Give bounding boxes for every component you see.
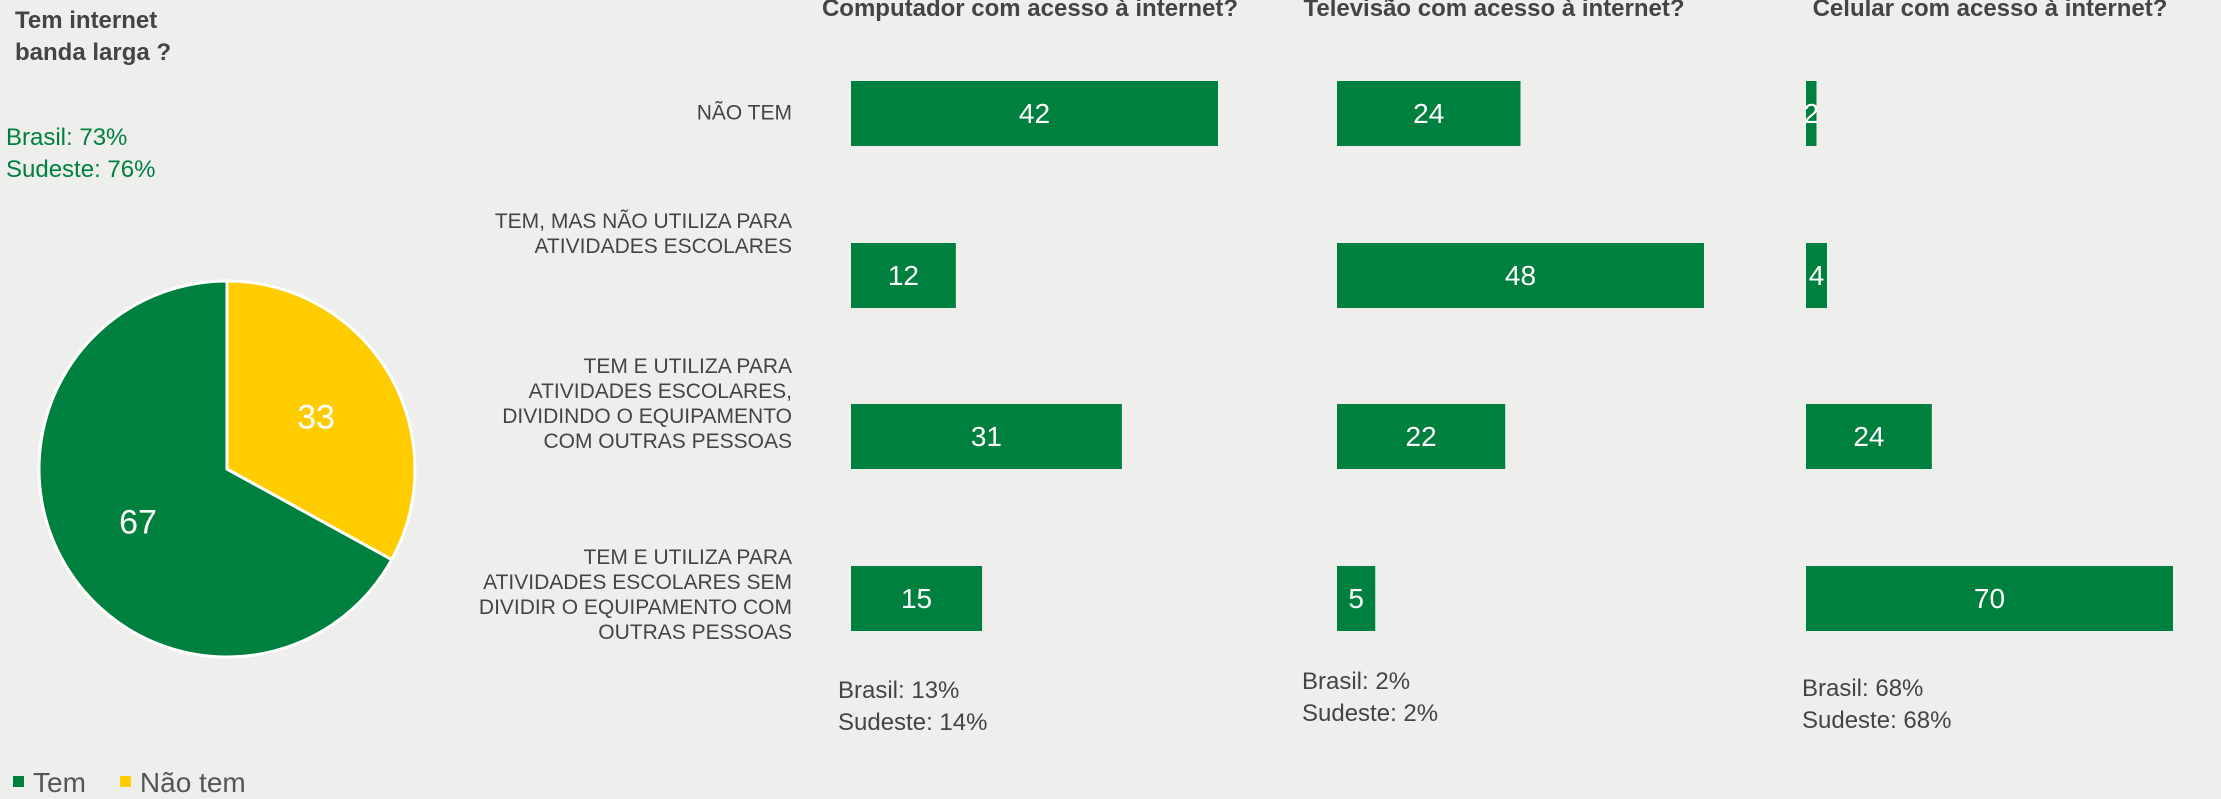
bar-label: 70 [1974, 583, 2005, 614]
bar-label: 2 [1803, 98, 1819, 129]
bar [1337, 566, 1376, 631]
bar-label: 15 [901, 583, 932, 614]
panel-title: Computador com acesso à internet? [822, 0, 1238, 22]
bar [851, 404, 1122, 469]
bar [851, 243, 956, 308]
annotation: Sudeste: 76% [6, 156, 155, 183]
bar-label: 4 [1809, 260, 1825, 291]
annotation: Brasil: 68% [1802, 675, 1923, 702]
panel-title: Celular com acesso à internet? [1813, 0, 2168, 22]
bar-label: 24 [1853, 421, 1884, 452]
legend-swatch [119, 776, 131, 787]
bar [1337, 81, 1521, 146]
slice-label: 33 [297, 398, 335, 436]
pie-title: banda larga ? [15, 39, 171, 66]
bar-label: 31 [971, 421, 1002, 452]
bar-label: 22 [1406, 421, 1437, 452]
bar [1337, 243, 1704, 308]
category-label: TEM E UTILIZA PARA ATIVIDADES ESCOLARES,… [502, 355, 792, 453]
bar [851, 566, 983, 631]
bar-label: 48 [1505, 260, 1536, 291]
pie-title: Tem internet [15, 7, 157, 34]
bar-label: 5 [1348, 583, 1364, 614]
pie-slice [225, 279, 417, 562]
bar [1806, 404, 1932, 469]
annotation: Brasil: 2% [1302, 668, 1410, 695]
annotation: Sudeste: 2% [1302, 700, 1438, 727]
bar [1806, 81, 1817, 146]
annotation: Brasil: 13% [838, 677, 959, 704]
legend-swatch [13, 776, 24, 787]
annotation: Sudeste: 14% [838, 709, 987, 736]
bar [1806, 566, 2173, 631]
annotation: Brasil: 73% [6, 124, 127, 151]
slice-label: 67 [119, 504, 157, 542]
bar-label: 42 [1019, 98, 1050, 129]
bar [1806, 243, 1827, 308]
bar-label: 12 [888, 260, 919, 291]
bar-label: 24 [1413, 98, 1444, 129]
annotation: Sudeste: 68% [1802, 707, 1951, 734]
bar [1337, 404, 1506, 469]
category-label: TEM E UTILIZA PARA ATIVIDADES ESCOLARES … [478, 546, 792, 644]
legend-label: Tem [33, 767, 86, 798]
panel-title: Televisão com acesso à internet? [1303, 0, 1684, 22]
category-label: NÃO TEM [696, 101, 792, 125]
legend-label: Não tem [140, 767, 246, 798]
category-label: TEM, MAS NÃO UTILIZA PARA ATIVIDADES ESC… [494, 210, 792, 258]
bar [851, 81, 1218, 146]
pie-slice [37, 279, 394, 659]
